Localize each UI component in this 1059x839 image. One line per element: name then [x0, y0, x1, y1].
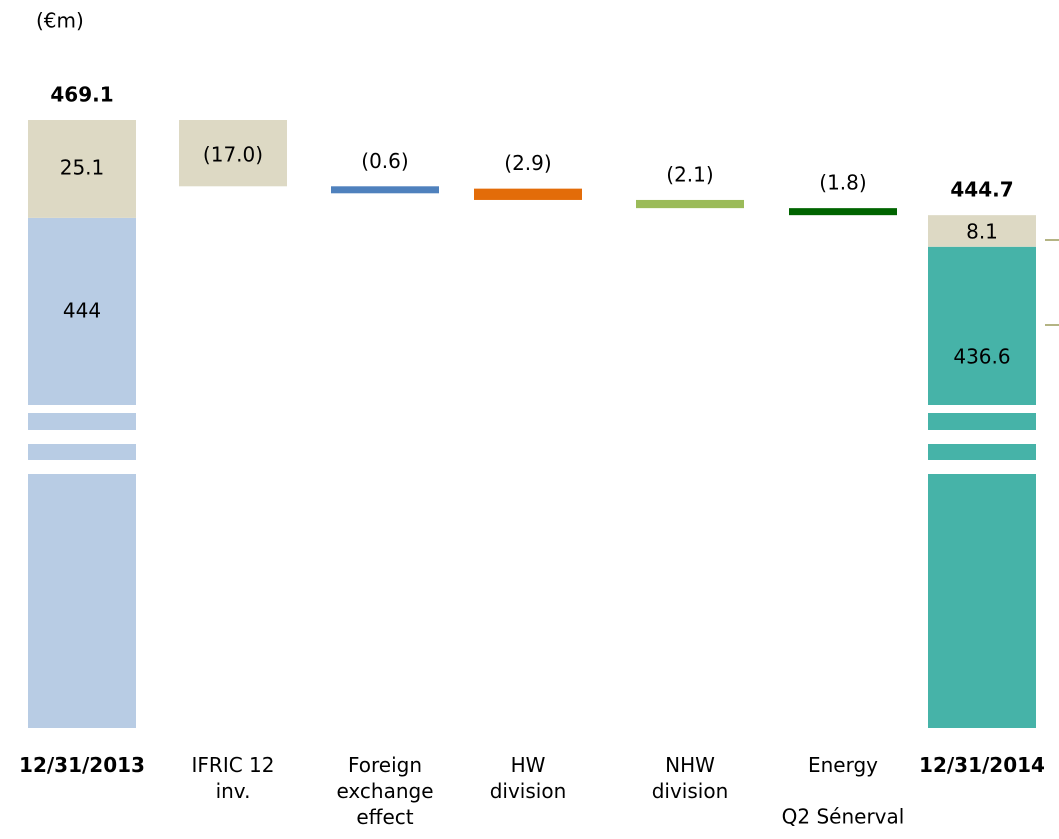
segment-label: 436.6	[953, 345, 1010, 369]
note: Q2 Sénerval	[782, 805, 905, 829]
value-label: (17.0)	[203, 143, 263, 167]
x-tick-label: Foreign exchange effect	[336, 753, 433, 829]
bar-change	[636, 199, 744, 209]
segment-label: 25.1	[60, 155, 105, 179]
x-tick-label: Energy	[808, 753, 878, 777]
segment-label: 8.1	[966, 219, 998, 243]
total-label: 469.1	[50, 83, 113, 107]
axis-break	[927, 460, 1037, 474]
x-tick-label: 12/31/2014	[919, 753, 1045, 777]
value-label: (2.1)	[666, 162, 713, 186]
bar-change	[474, 188, 582, 200]
bar-change	[179, 120, 287, 187]
segment-label: 444	[63, 299, 101, 323]
x-tick-label: IFRIC 12 inv.	[192, 753, 275, 803]
bar-base	[928, 246, 1036, 728]
x-tick-label: HW division	[490, 753, 567, 803]
bar-top	[28, 120, 136, 218]
axis-break	[927, 430, 1037, 444]
x-tick-label: 12/31/2013	[19, 753, 145, 777]
value-label: (2.9)	[504, 151, 551, 175]
axis-break	[27, 430, 137, 444]
value-label: (0.6)	[361, 149, 408, 173]
bar-top	[928, 215, 1036, 247]
axis-break	[927, 405, 1037, 413]
bar-change	[789, 208, 897, 216]
unit-label: (€m)	[36, 9, 84, 33]
x-tick-label: NHW division	[652, 753, 729, 803]
total-label: 444.7	[950, 178, 1013, 202]
bar-change	[331, 186, 439, 194]
value-label: (1.8)	[819, 171, 866, 195]
axis-break	[27, 460, 137, 474]
axis-break	[27, 405, 137, 413]
